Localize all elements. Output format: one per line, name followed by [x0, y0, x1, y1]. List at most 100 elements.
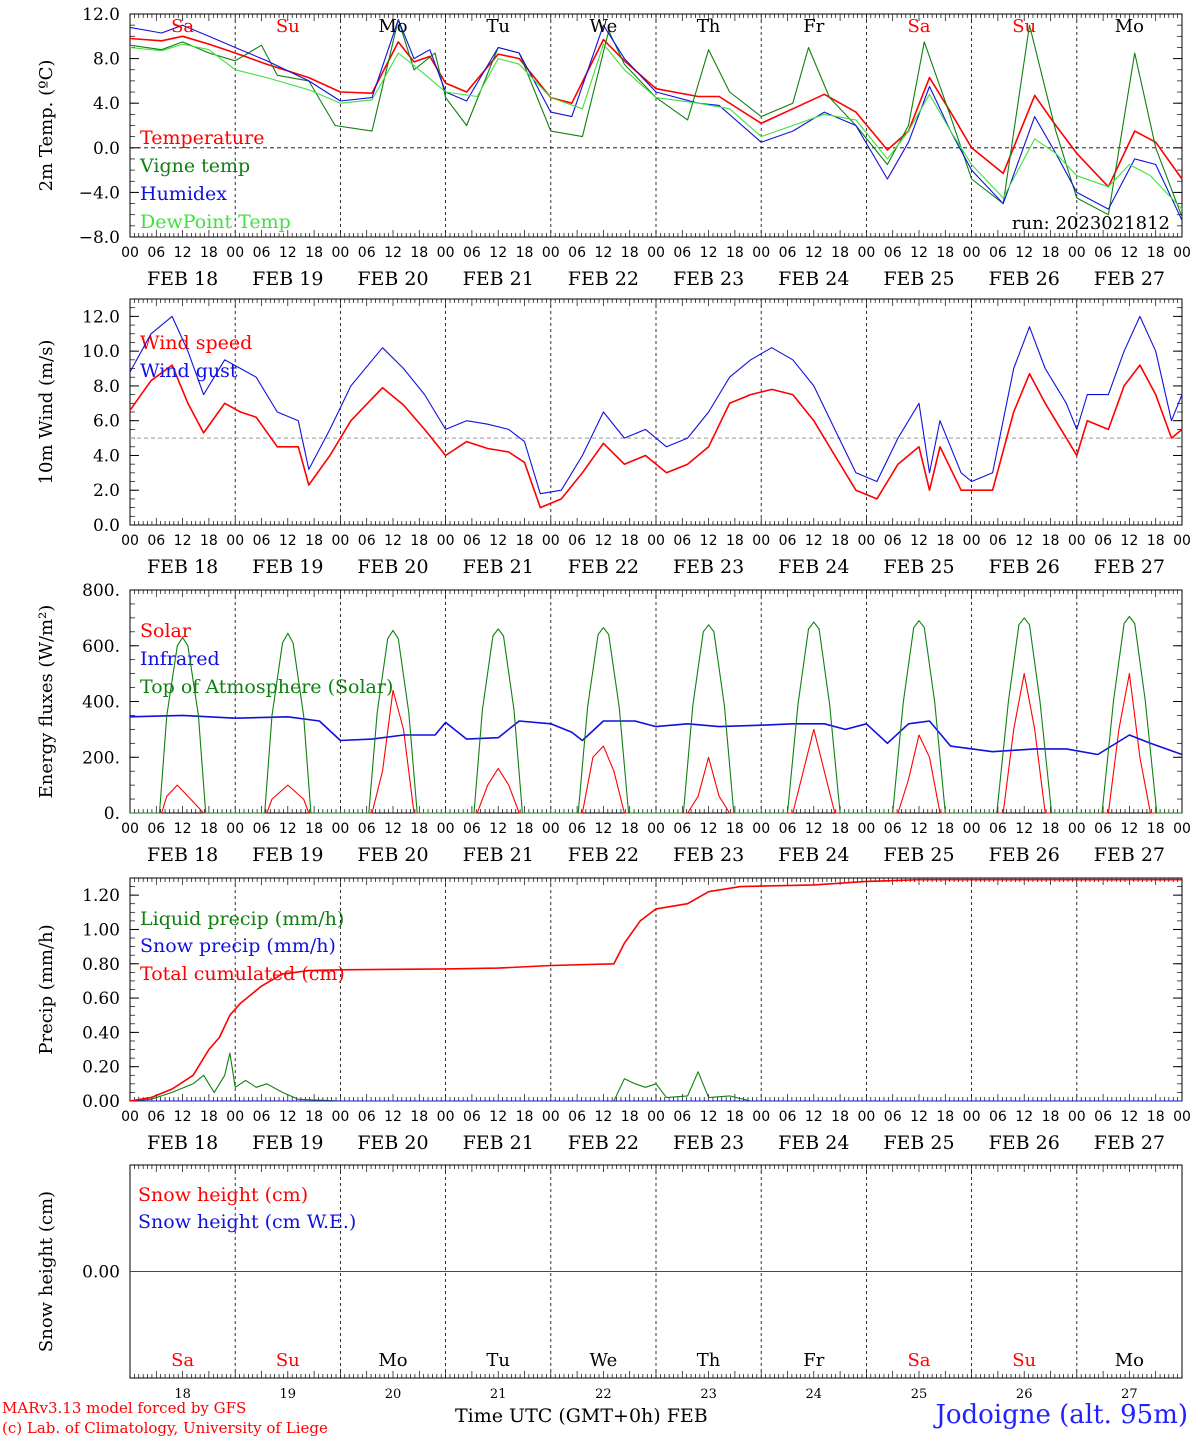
- hour-label: 12: [384, 245, 402, 261]
- weekday-label: Th: [697, 1350, 721, 1371]
- hour-label: 06: [989, 1109, 1007, 1125]
- hour-label: 00: [542, 1109, 560, 1125]
- day-number-label: 22: [595, 1387, 612, 1402]
- date-label: FEB 25: [883, 556, 954, 578]
- hour-label: 06: [779, 245, 797, 261]
- date-label: FEB 21: [463, 268, 534, 290]
- hour-label: 06: [358, 1109, 376, 1125]
- hour-label: 00: [437, 533, 455, 549]
- date-label: FEB 20: [357, 268, 428, 290]
- hour-label: 06: [1094, 1109, 1112, 1125]
- hour-label: 00: [226, 1109, 244, 1125]
- y-axis-label: Energy fluxes (W/m²): [36, 605, 57, 799]
- hour-label: 00: [226, 533, 244, 549]
- hour-label: 12: [384, 533, 402, 549]
- hour-label: 18: [621, 1109, 639, 1125]
- hour-label: 06: [358, 533, 376, 549]
- hour-label: 06: [673, 821, 691, 837]
- hour-label: 06: [568, 1109, 586, 1125]
- panel-frame: [129, 589, 1183, 814]
- hour-label: 00: [331, 1109, 349, 1125]
- hour-label: 18: [831, 533, 849, 549]
- legend-entry: Solar: [140, 620, 192, 642]
- series-line: [129, 364, 1183, 509]
- series-line: [129, 878, 1182, 1102]
- x-axis-title-text: Time UTC (GMT+0h): [455, 1405, 661, 1427]
- date-label: FEB 22: [568, 556, 639, 578]
- hour-label: 00: [437, 1109, 455, 1125]
- hour-label: 00: [647, 821, 665, 837]
- hour-label: 18: [1147, 1109, 1165, 1125]
- hour-label: 18: [200, 821, 218, 837]
- y-tick-label: 8.0: [93, 377, 120, 397]
- day-number-label: 25: [911, 1387, 928, 1402]
- hour-label: 12: [594, 245, 612, 261]
- hour-label: 18: [831, 821, 849, 837]
- hour-label: 00: [1173, 245, 1191, 261]
- hour-label: 18: [1147, 245, 1165, 261]
- hour-label: 00: [857, 245, 875, 261]
- hour-label: 12: [174, 533, 192, 549]
- day-number-label: 27: [1121, 1387, 1138, 1402]
- hour-label: 00: [542, 245, 560, 261]
- date-label: FEB 24: [778, 1132, 849, 1154]
- hour-label: 00: [331, 533, 349, 549]
- hour-label: 12: [805, 821, 823, 837]
- y-axis-label: 2m Temp. (ºC): [36, 60, 57, 192]
- date-label: FEB 21: [463, 556, 534, 578]
- series-line: [129, 1052, 1182, 1102]
- weekday-label: Sa: [171, 1350, 194, 1371]
- hour-label: 12: [700, 245, 718, 261]
- hour-label: 00: [963, 533, 981, 549]
- hour-label: 00: [121, 533, 139, 549]
- x-axis-month: FEB: [666, 1405, 708, 1427]
- date-label: FEB 21: [463, 1132, 534, 1154]
- y-tick-label: 10.0: [82, 342, 120, 362]
- lab-credit: (c) Lab. of Climatology, University of L…: [2, 1419, 328, 1437]
- y-tick-label: 0.00: [82, 1263, 120, 1283]
- weekday-label: Mo: [1115, 1350, 1144, 1371]
- hour-label: 00: [1173, 821, 1191, 837]
- hour-label: 06: [1094, 533, 1112, 549]
- hour-label: 00: [1068, 533, 1086, 549]
- hour-label: 06: [463, 1109, 481, 1125]
- date-label: FEB 24: [778, 268, 849, 290]
- day-number-label: 20: [385, 1387, 402, 1402]
- hour-label: 00: [1068, 1109, 1086, 1125]
- hour-label: 12: [1120, 1109, 1138, 1125]
- hour-label: 06: [463, 245, 481, 261]
- weekday-label: Su: [276, 16, 300, 37]
- hour-label: 12: [594, 821, 612, 837]
- series-line: [130, 615, 1182, 814]
- hour-label: 00: [226, 821, 244, 837]
- hour-label: 18: [200, 1109, 218, 1125]
- date-label: FEB 27: [1094, 556, 1165, 578]
- y-tick-label: 0.40: [82, 1023, 120, 1043]
- hour-label: 18: [516, 821, 534, 837]
- hour-label: 06: [568, 533, 586, 549]
- y-tick-label: 12.0: [82, 307, 120, 327]
- hour-label: 06: [779, 821, 797, 837]
- legend-entry: Infrared: [140, 648, 220, 670]
- hour-label: 06: [779, 1109, 797, 1125]
- y-tick-label: 600.: [82, 637, 120, 657]
- day-number-label: 23: [700, 1387, 717, 1402]
- weekday-label: Tu: [486, 16, 510, 37]
- weekday-label: We: [590, 1350, 618, 1371]
- hour-label: 06: [568, 245, 586, 261]
- hour-label: 12: [174, 821, 192, 837]
- legend-entry: Wind speed: [140, 332, 252, 354]
- y-tick-label: 0.: [104, 804, 120, 824]
- date-label: FEB 26: [989, 1132, 1060, 1154]
- date-label: FEB 18: [147, 844, 218, 866]
- hour-label: 12: [1015, 533, 1033, 549]
- y-axis-label: 10m Wind (m/s): [36, 340, 57, 485]
- hour-label: 12: [1120, 245, 1138, 261]
- weekday-label: Fr: [803, 16, 824, 37]
- hour-label: 00: [1068, 245, 1086, 261]
- hour-label: 12: [1015, 245, 1033, 261]
- hour-label: 12: [384, 821, 402, 837]
- weekday-label: Mo: [378, 16, 407, 37]
- series-line: [129, 714, 1183, 756]
- date-label: FEB 25: [883, 268, 954, 290]
